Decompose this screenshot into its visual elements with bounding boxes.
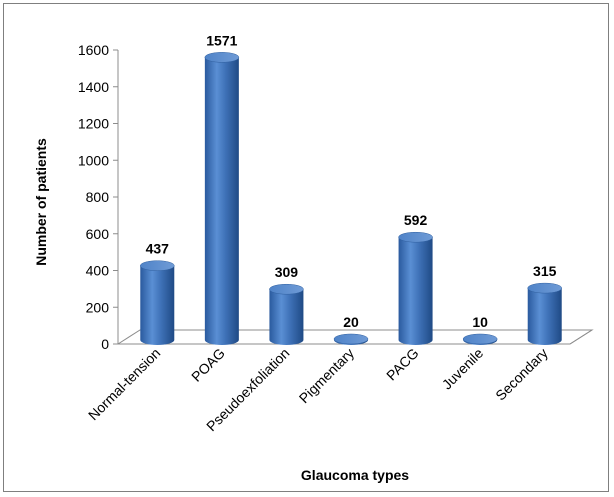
data-label: 309: [275, 264, 299, 280]
x-tick-label: Pigmentary: [296, 345, 357, 406]
floor-edge: [569, 329, 593, 345]
bar-body: [140, 265, 175, 345]
y-tick-label: 1000: [78, 152, 109, 168]
y-tick-label: 1400: [78, 79, 109, 95]
bar-body: [269, 289, 304, 345]
bar: [140, 260, 175, 345]
x-tick-label: Secondary: [492, 345, 551, 404]
chart-frame: [3, 3, 609, 492]
y-tick-labels: 0 200 400 600 800 1000 1200 1400 1600: [78, 42, 118, 352]
data-label: 592: [404, 212, 428, 228]
bar: [204, 52, 240, 346]
bar: [527, 282, 562, 345]
bar-body: [398, 237, 433, 345]
x-tick-label: POAG: [188, 345, 228, 385]
data-label: 20: [343, 314, 359, 330]
bar: [462, 333, 498, 345]
bar-body: [204, 57, 239, 346]
y-axis-title: Number of patients: [33, 138, 49, 266]
data-label: 1571: [206, 32, 237, 48]
bar-top: [204, 52, 240, 63]
bar: [269, 283, 304, 345]
bar-top: [269, 283, 304, 295]
x-tick-label: Juvenile: [439, 345, 487, 393]
bar-body: [527, 288, 562, 345]
data-label: 10: [472, 314, 488, 330]
y-tick-label: 1600: [78, 42, 109, 58]
x-axis-title: Glaucoma types: [301, 467, 409, 483]
bar-top: [527, 282, 562, 294]
bar: [398, 231, 433, 345]
bar-top: [462, 333, 498, 345]
bars: [140, 52, 562, 346]
y-tick-label: 200: [86, 299, 110, 315]
data-labels: 437 1571 309 20 592 10 315: [146, 32, 557, 330]
bar-top: [140, 260, 175, 271]
bar-top: [333, 333, 369, 345]
y-tick-label: 1200: [78, 116, 109, 132]
bar-top: [398, 231, 433, 243]
y-tick-label: 400: [86, 263, 110, 279]
x-tick-label: PACG: [383, 345, 422, 384]
y-tick-label: 0: [101, 336, 109, 352]
axes: [116, 50, 594, 345]
x-tick-label: Normal-tension: [85, 345, 163, 423]
data-label: 437: [146, 241, 170, 257]
data-label: 315: [533, 263, 557, 279]
y-tick-label: 600: [86, 226, 110, 242]
bar: [333, 333, 369, 345]
y-tick-label: 800: [86, 189, 110, 205]
